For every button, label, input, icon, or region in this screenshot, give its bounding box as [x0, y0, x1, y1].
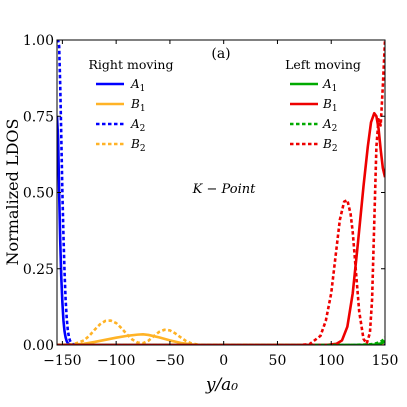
legend-label: A2	[322, 117, 337, 134]
series-line-0	[57, 116, 385, 345]
legend-title: Left moving	[285, 57, 361, 72]
legend-label: B2	[322, 137, 338, 154]
legend-label: A1	[130, 77, 145, 94]
x-tick-label: −100	[97, 353, 135, 369]
legend-label: B1	[130, 97, 146, 114]
series-line-3	[57, 319, 385, 345]
x-axis-title: y/a₀	[205, 375, 238, 395]
x-tick-label: −50	[155, 353, 185, 369]
legend-label: B2	[130, 137, 146, 154]
y-tick-label: 0.00	[23, 338, 54, 354]
legend-layer: Right moving A1 B1 A2 B2 Left moving A1 B1 A2 B2	[89, 57, 361, 154]
x-tick-label: 50	[269, 353, 287, 369]
y-axis-title: Normalized LDOS	[3, 119, 22, 266]
x-tick-label: 100	[318, 353, 345, 369]
y-tick-label: 0.50	[23, 186, 54, 202]
series-layer	[57, 40, 385, 345]
x-tick-label: 150	[372, 353, 399, 369]
y-tick-label: 1.00	[23, 33, 54, 49]
panel-label: (a)	[211, 46, 230, 62]
legend-label: A1	[322, 77, 337, 94]
x-tick-label: −150	[43, 353, 81, 369]
legend-label: A2	[130, 117, 145, 134]
annotation-k-point: K − Point	[192, 182, 256, 197]
series-line-6	[57, 336, 385, 345]
y-tick-label: 0.75	[23, 109, 54, 125]
legend-title: Right moving	[89, 57, 174, 72]
legend-label: B1	[322, 97, 338, 114]
x-tick-label: 0	[219, 353, 228, 369]
ticks-layer: −150 −100 −50 0 50 100 150 0.00 0.25 0.50 0.75 1.00	[23, 33, 399, 369]
series-line-4	[57, 340, 385, 345]
y-tick-label: 0.25	[23, 262, 54, 278]
series-line-7	[57, 40, 385, 345]
